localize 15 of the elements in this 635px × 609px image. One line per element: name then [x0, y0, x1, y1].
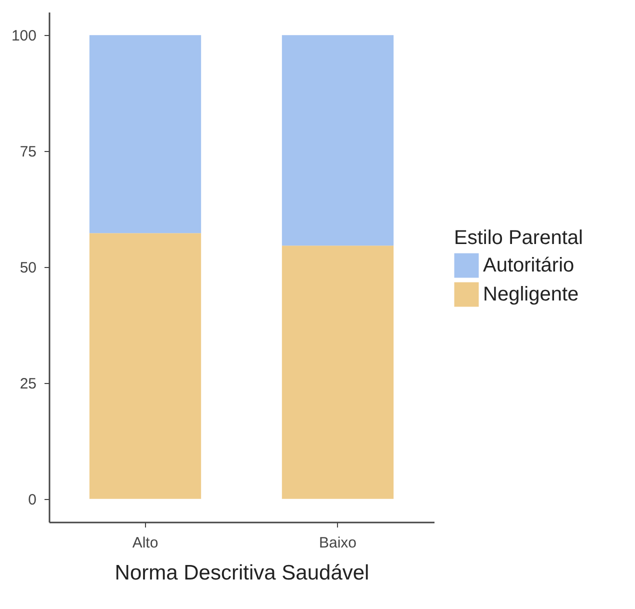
- x-tick-label: Baixo: [318, 534, 357, 552]
- bar: [282, 35, 394, 246]
- x-axis-title: Norma Descritiva Saudável: [114, 562, 370, 584]
- bar: [89, 233, 202, 499]
- y-tick-label: 75: [20, 144, 36, 161]
- x-tick-label: Alto: [132, 534, 158, 552]
- legend-title: Estilo Parental: [454, 227, 583, 249]
- legend-label: Autoritário: [483, 254, 574, 276]
- y-tick-label: 100: [11, 28, 36, 45]
- y-tick-label: 0: [28, 491, 36, 508]
- bar: [282, 246, 394, 499]
- bar: [89, 35, 202, 234]
- y-tick-label: 50: [20, 260, 36, 276]
- legend-label: Negligente: [483, 284, 579, 306]
- y-tick-label: 25: [20, 375, 36, 392]
